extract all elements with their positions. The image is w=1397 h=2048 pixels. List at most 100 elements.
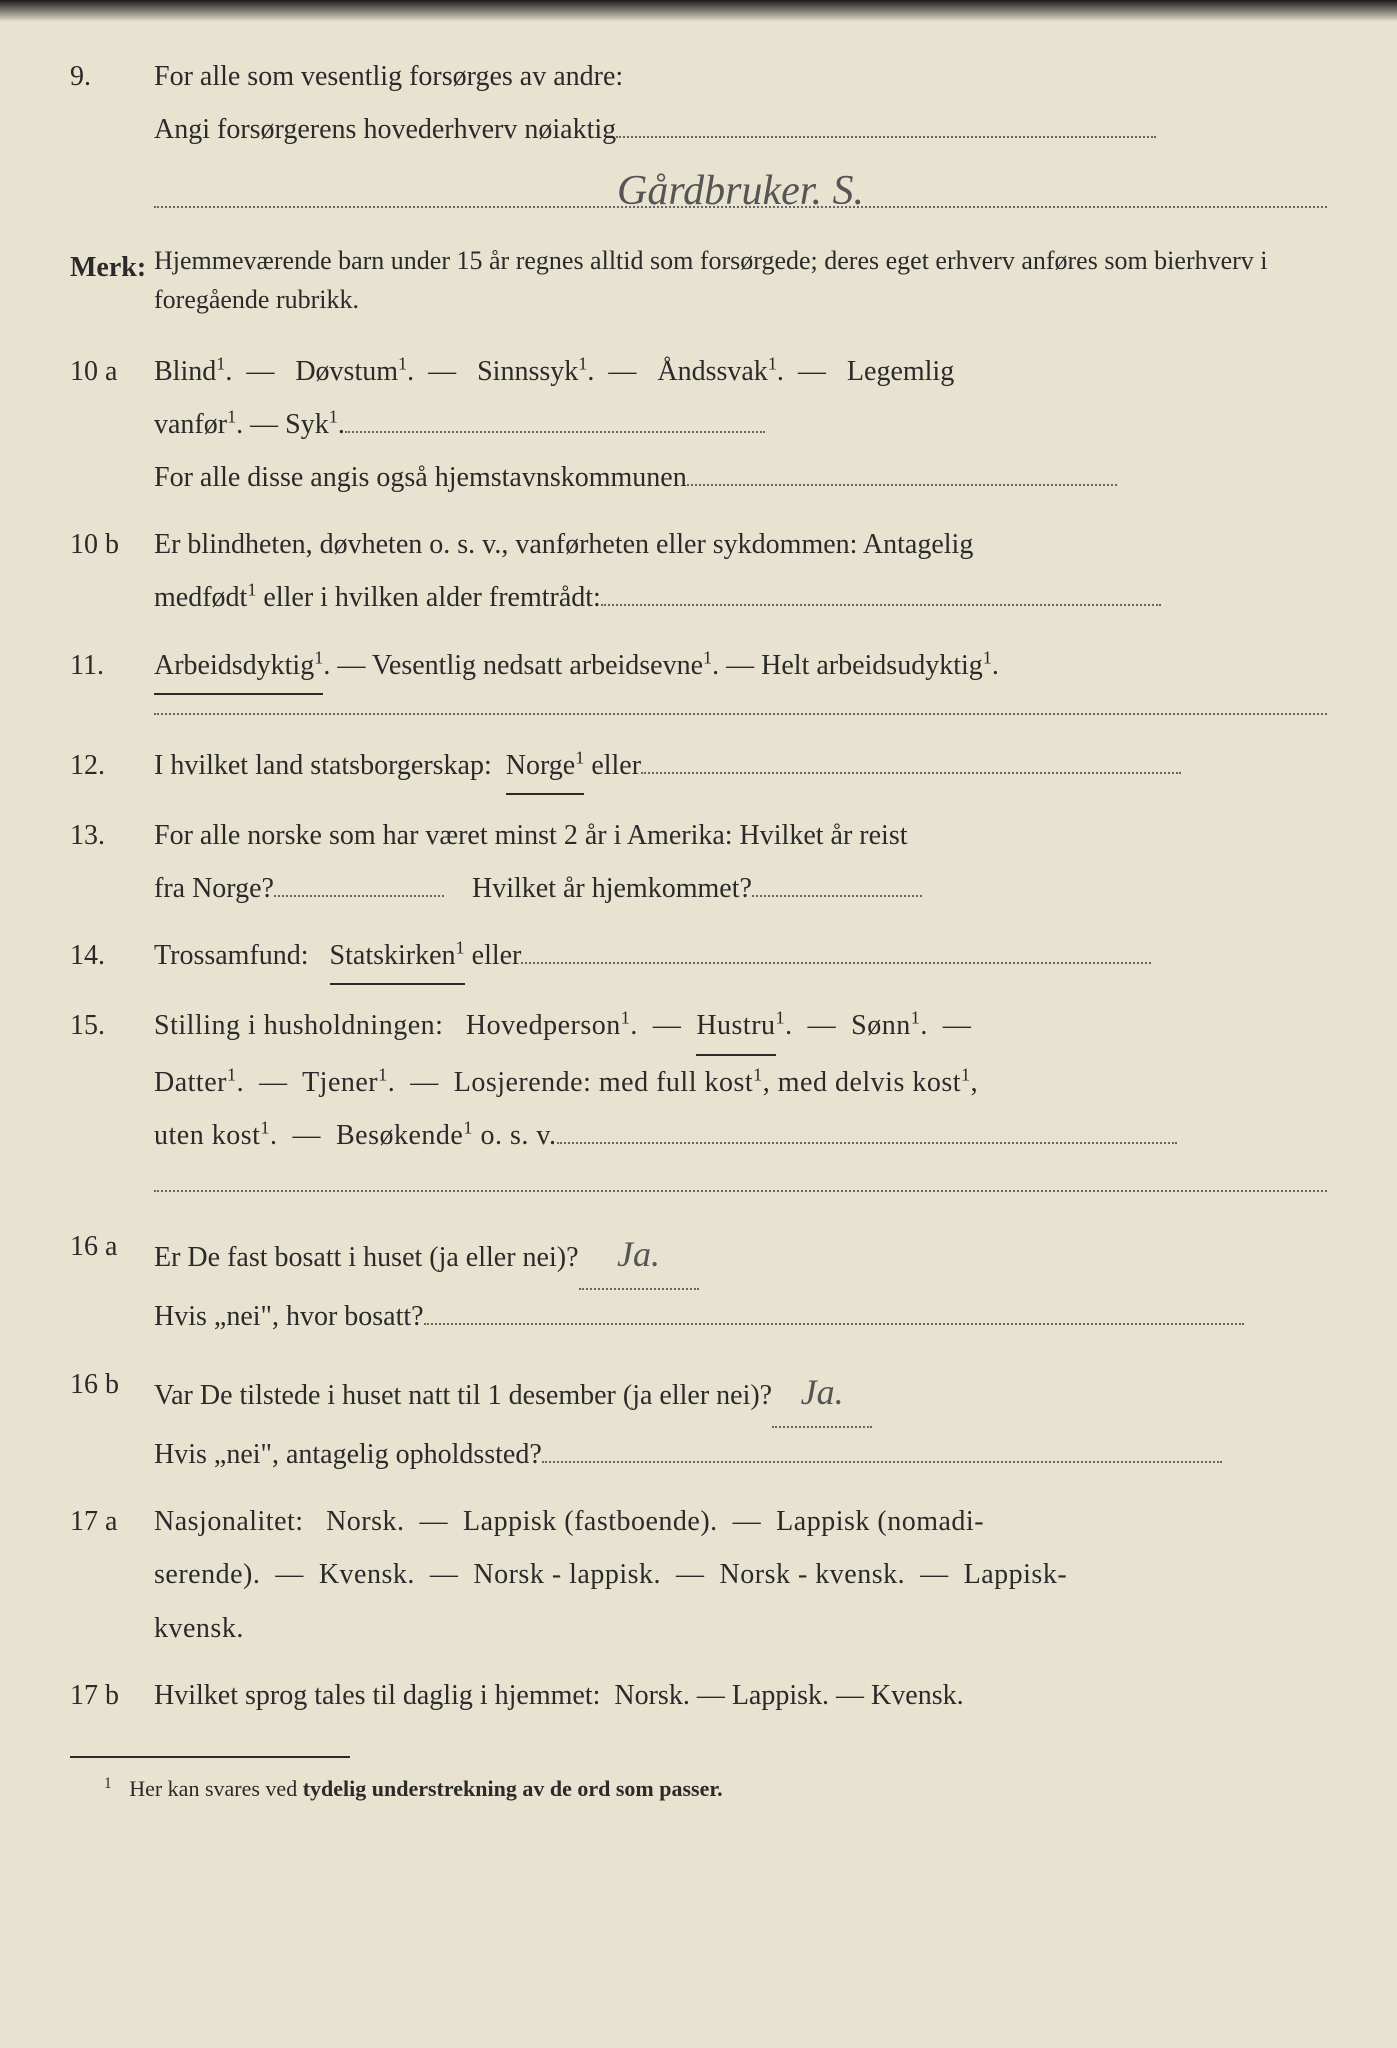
question-14: 14. Trossamfund: Statskirken1 eller — [70, 929, 1327, 985]
page-top-shadow — [0, 0, 1397, 22]
q15-opt-c: Sønn — [851, 1010, 911, 1041]
question-17b: 17 b Hvilket sprog tales til daglig i hj… — [70, 1669, 1327, 1722]
q12-opt: Norge1 — [506, 739, 585, 795]
q9-fill-2: Gårdbruker. S. — [154, 156, 1327, 208]
q17a-opt-h: Lappisk- — [964, 1559, 1068, 1590]
q13-line1: For alle norske som har været minst 2 år… — [154, 809, 1327, 862]
q9-line1: For alle som vesentlig forsørges av andr… — [154, 50, 1327, 103]
q11-opt-c: Helt arbeidsudyktig — [761, 650, 983, 681]
q16b-fill-1: Ja. — [772, 1358, 872, 1428]
q10a-opt-g: Syk — [285, 409, 329, 440]
footnote-text1: Her kan svares ved — [129, 1776, 303, 1801]
question-9: 9. For alle som vesentlig forsørges av a… — [70, 50, 1327, 227]
q16a-fill-1: Ja. — [579, 1220, 699, 1290]
q15-opt-e: Tjener — [302, 1067, 378, 1098]
footnote-num: 1 — [104, 1775, 112, 1792]
merk-note: Merk: Hjemmeværende barn under 15 år reg… — [70, 241, 1327, 319]
q17a-opt-g: Norsk - kvensk — [720, 1559, 898, 1590]
question-10b: 10 b Er blindheten, døvheten o. s. v., v… — [70, 518, 1327, 624]
q12-after: eller — [584, 750, 641, 781]
q15-opt-g: med delvis kost — [778, 1067, 961, 1098]
q13-line2b: Hvilket år hjemkommet? — [472, 873, 752, 904]
question-10a: 10 a Blind1. — Døvstum1. — Sinnssyk1. — … — [70, 345, 1327, 505]
q17a-opt-c: Lappisk (nomadi- — [776, 1506, 984, 1537]
divider-after-15 — [154, 1190, 1327, 1192]
q17a-opt-b: Lappisk (fastboende) — [463, 1506, 710, 1537]
q10a-opt-f: vanfør — [154, 409, 227, 440]
q10a-number: 10 a — [70, 345, 154, 505]
q10b-fill — [601, 604, 1161, 606]
q15-opt-i: Besøkende — [336, 1120, 463, 1151]
q13-fill-2 — [752, 895, 922, 897]
footnote-rule — [70, 1756, 350, 1758]
q12-number: 12. — [70, 739, 154, 795]
q14-after: eller — [465, 940, 522, 971]
q15-opt-b: Hustru — [696, 999, 775, 1055]
q14-text: Trossamfund: — [154, 940, 309, 971]
q15-text: Stilling i husholdningen: — [154, 1010, 443, 1041]
footnote: 1 Her kan svares ved tydelig understrekn… — [70, 1768, 1327, 1810]
q16a-number: 16 a — [70, 1220, 154, 1344]
q9-number: 9. — [70, 50, 154, 227]
q15-opt-f: Losjerende: med full kost — [454, 1067, 753, 1098]
q10a-line3: For alle disse angis også hjemstavnskomm… — [154, 462, 687, 493]
q16a-hand: Ja. — [617, 1234, 660, 1274]
q16b-text: Var De tilstede i huset natt til 1 desem… — [154, 1380, 772, 1411]
q17b-opt-a: Norsk — [614, 1680, 682, 1711]
q10a-opt-e: Legemlig — [847, 356, 954, 387]
q10b-text1: Er blindheten, døvheten o. s. v., vanfør… — [154, 518, 1327, 571]
q11-opt-a: Arbeidsdyktig1 — [154, 639, 323, 695]
q16a-fill-2 — [424, 1323, 1244, 1325]
q17a-opt-e: Kvensk — [319, 1559, 408, 1590]
q16b-line2: Hvis „nei", antagelig opholdssted? — [154, 1439, 542, 1470]
q9-handwritten: Gårdbruker. S. — [617, 168, 864, 214]
q16b-number: 16 b — [70, 1358, 154, 1482]
question-11: 11. Arbeidsdyktig1. — Vesentlig nedsatt … — [70, 639, 1327, 695]
q17a-opt-i: kvensk — [154, 1613, 236, 1644]
q15-opt-h: uten kost — [154, 1120, 260, 1151]
q13-fill-1 — [274, 895, 444, 897]
q15-fill — [557, 1142, 1177, 1144]
question-12: 12. I hvilket land statsborgerskap: Norg… — [70, 739, 1327, 795]
q10a-opt-b: Døvstum — [295, 356, 398, 387]
q12-text: I hvilket land statsborgerskap: — [154, 750, 492, 781]
q16b-fill-2 — [542, 1461, 1222, 1463]
q17a-opt-a: Norsk — [326, 1506, 397, 1537]
merk-label: Merk: — [70, 241, 154, 319]
q10a-opt-c: Sinnssyk — [477, 356, 578, 387]
q10b-text2b: eller i hvilken alder fremtrådt: — [256, 582, 600, 613]
q14-fill — [521, 962, 1151, 964]
footnote-text2: tydelig understrekning av de ord som pas… — [303, 1776, 723, 1801]
q12-fill — [641, 772, 1181, 774]
q15-opt-d: Datter — [154, 1067, 227, 1098]
question-15: 15. Stilling i husholdningen: Hovedperso… — [70, 999, 1327, 1162]
q15-opt-a: Hovedperson — [466, 1010, 621, 1041]
q13-line2a: fra Norge? — [154, 873, 274, 904]
q17a-text: Nasjonalitet: — [154, 1506, 304, 1537]
q16a-text: Er De fast bosatt i huset (ja eller nei)… — [154, 1242, 579, 1273]
q10b-text2a: medfødt — [154, 582, 247, 613]
q17b-number: 17 b — [70, 1669, 154, 1722]
q9-fill-1 — [616, 136, 1156, 138]
q9-line2: Angi forsørgerens hovederhverv nøiaktig — [154, 114, 616, 145]
q13-number: 13. — [70, 809, 154, 915]
q10a-fill-1 — [345, 431, 765, 433]
q10a-opt-a: Blind — [154, 356, 216, 387]
question-17a: 17 a Nasjonalitet: Norsk. — Lappisk (fas… — [70, 1495, 1327, 1655]
q14-number: 14. — [70, 929, 154, 985]
q11-opt-b: Vesentlig nedsatt arbeidsevne — [372, 650, 703, 681]
q17a-number: 17 a — [70, 1495, 154, 1655]
q17b-opt-b: Lappisk — [732, 1680, 822, 1711]
q10b-number: 10 b — [70, 518, 154, 624]
q10a-fill-2 — [687, 484, 1117, 486]
question-16b: 16 b Var De tilstede i huset natt til 1 … — [70, 1358, 1327, 1482]
q15-number: 15. — [70, 999, 154, 1162]
q17b-text: Hvilket sprog tales til daglig i hjemmet… — [154, 1680, 600, 1711]
merk-text: Hjemmeværende barn under 15 år regnes al… — [154, 241, 1327, 319]
question-13: 13. For alle norske som har været minst … — [70, 809, 1327, 915]
q15-opt-j: o. s. v. — [473, 1120, 557, 1151]
q14-opt: Statskirken1 — [330, 929, 465, 985]
divider-after-11 — [154, 713, 1327, 715]
q11-number: 11. — [70, 639, 154, 695]
q17a-opt-f: Norsk - lappisk — [473, 1559, 653, 1590]
